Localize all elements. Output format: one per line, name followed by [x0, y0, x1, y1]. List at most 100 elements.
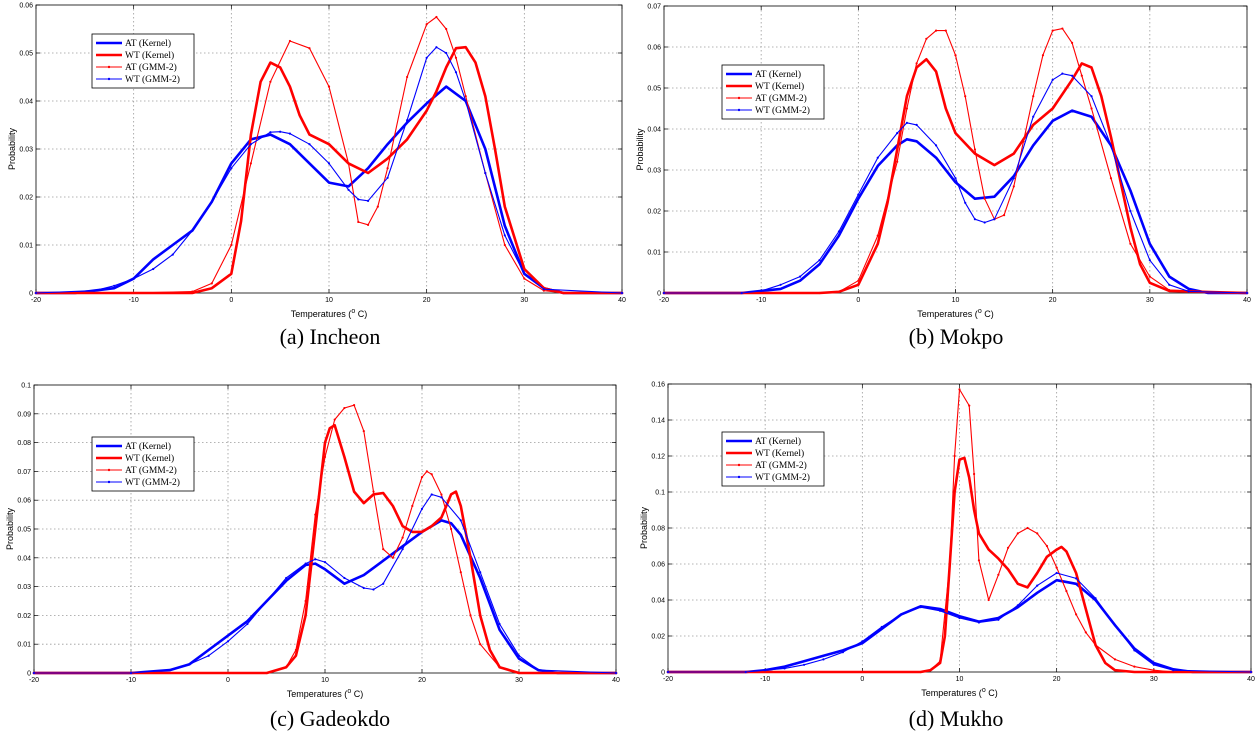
- series-point: [93, 289, 96, 292]
- series-point: [1075, 613, 1078, 616]
- series-point: [401, 536, 404, 539]
- y-tick-label: 0.06: [651, 562, 665, 569]
- legend-label: AT (GMM-2): [755, 460, 807, 471]
- series-point: [983, 197, 986, 200]
- series-point: [459, 571, 462, 574]
- series-point: [1055, 566, 1058, 569]
- series-point: [1113, 658, 1117, 661]
- chart-incheon: -20 -10 0 10 20 30 40 0 0.01 0.02 0.03 0.04 0.05 0.06…: [7, 3, 626, 320]
- y-tick-label: 0: [29, 291, 33, 298]
- x-tick-label: 20: [1049, 297, 1057, 304]
- legend-label: AT (GMM-2): [125, 465, 177, 476]
- series-point: [517, 671, 521, 675]
- series-point: [430, 473, 433, 476]
- series-point: [934, 144, 938, 147]
- series-point: [822, 658, 825, 661]
- x-tick-label: -20: [31, 297, 41, 304]
- series-point: [802, 663, 806, 666]
- series-point: [972, 472, 976, 476]
- series-point: [269, 80, 272, 83]
- y-tick-label: 0.14: [651, 418, 665, 425]
- y-tick-label: 0.05: [19, 51, 33, 58]
- series-point: [288, 132, 292, 135]
- series-point: [132, 291, 135, 295]
- y-tick-label: 0.07: [17, 469, 31, 476]
- series-point: [406, 119, 409, 122]
- legend-marker: [107, 77, 111, 81]
- caption-c: (c) Gadeokdo: [269, 706, 391, 731]
- series-point: [372, 588, 375, 591]
- x-tick-label: 10: [956, 676, 964, 683]
- y-axis-label: Probability: [639, 506, 649, 549]
- series-point: [498, 622, 501, 626]
- series-point: [798, 275, 802, 278]
- series-point: [343, 576, 346, 580]
- y-tick-label: 0.01: [647, 250, 661, 257]
- y-tick-label: 0.04: [17, 555, 31, 562]
- series-line-4: [35, 46, 623, 294]
- y-tick-label: 0.04: [19, 99, 33, 106]
- series-point: [454, 56, 458, 59]
- series-point: [929, 669, 932, 672]
- y-tick-label: 0.06: [17, 498, 31, 505]
- series-point: [362, 429, 365, 433]
- series-point: [1090, 95, 1093, 98]
- series-point: [411, 504, 414, 508]
- series-point: [454, 71, 458, 74]
- series-point: [323, 561, 327, 564]
- series-point: [188, 663, 191, 666]
- series-point: [666, 670, 670, 674]
- y-tick-label: 0: [27, 671, 31, 678]
- series-point: [479, 643, 482, 646]
- x-tick-label: -10: [126, 677, 136, 684]
- series-point: [1129, 242, 1132, 245]
- series-point: [1051, 78, 1054, 81]
- series-point: [382, 548, 385, 551]
- y-tick-label: 0.02: [17, 613, 31, 620]
- series-point: [1032, 115, 1035, 118]
- series-point: [1172, 669, 1175, 672]
- series-point: [362, 586, 365, 590]
- series-point: [818, 259, 821, 262]
- x-tick-label: 30: [515, 677, 523, 684]
- series-point: [1109, 144, 1113, 147]
- y-tick-label: 0.06: [647, 45, 661, 52]
- series-point: [420, 507, 424, 510]
- series-point: [919, 606, 922, 609]
- series-point: [614, 671, 618, 675]
- y-tick-label: 0.03: [19, 147, 33, 154]
- series-line-2: [666, 456, 1253, 674]
- series-line-4: [33, 493, 617, 674]
- series-point: [503, 243, 506, 247]
- series-point: [740, 291, 743, 295]
- series-point: [308, 143, 311, 146]
- x-tick-label: 30: [520, 297, 528, 304]
- series-point: [1187, 290, 1190, 293]
- series-point: [401, 548, 404, 551]
- x-axis-label: Temperatures (o C): [291, 308, 367, 319]
- series-point: [323, 455, 327, 459]
- y-axis-label: Probability: [7, 127, 17, 170]
- series-point: [1016, 604, 1019, 607]
- series-point: [841, 651, 844, 654]
- series-point: [880, 625, 883, 629]
- legend-label: WT (GMM-2): [125, 477, 180, 488]
- caption-b: (b) Mokpo: [908, 324, 1004, 349]
- legend-marker: [107, 65, 111, 69]
- series-line-1: [662, 109, 1249, 295]
- legend-label: AT (GMM-2): [755, 93, 807, 104]
- series-point: [435, 15, 438, 19]
- series-point: [1065, 589, 1068, 593]
- series-point: [285, 576, 288, 580]
- series-line-4: [663, 73, 1248, 294]
- series-point: [1080, 74, 1083, 77]
- legend-marker: [107, 480, 111, 484]
- series-point: [964, 95, 967, 98]
- series-point: [934, 29, 938, 32]
- legend-label: WT (Kernel): [755, 81, 804, 92]
- x-axis-label: Temperatures (o C): [287, 688, 363, 699]
- y-tick-label: 0.02: [647, 209, 661, 216]
- series-point: [905, 121, 909, 124]
- series-point: [1071, 74, 1074, 77]
- x-tick-label: 40: [1243, 297, 1251, 304]
